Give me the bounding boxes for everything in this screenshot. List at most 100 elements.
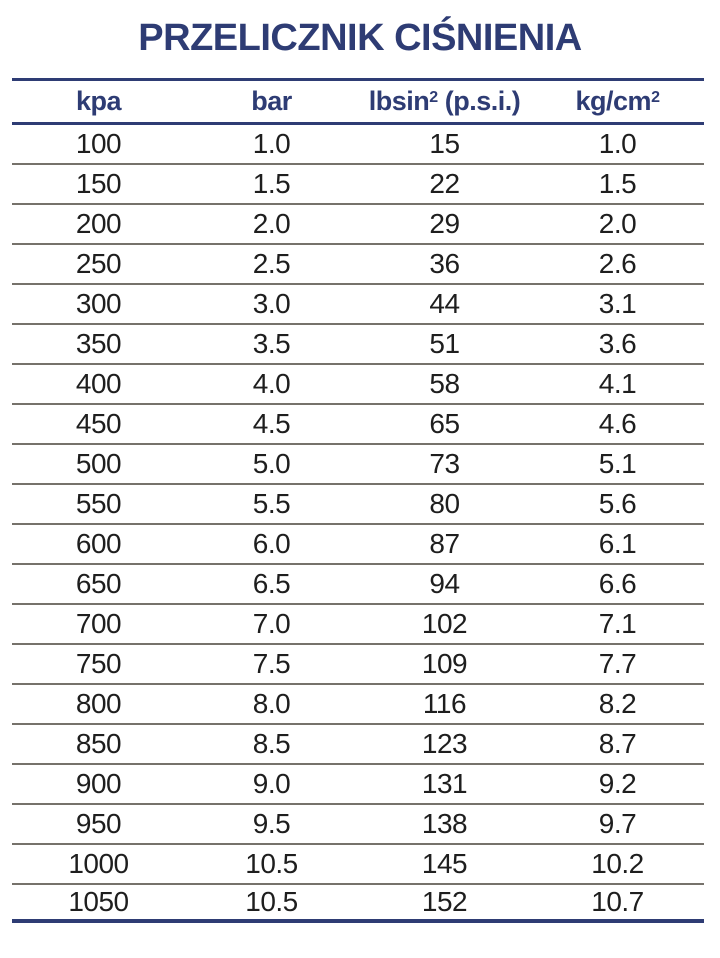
table-cell: 36 — [358, 243, 531, 285]
header-suffix: (p.s.i.) — [437, 86, 521, 116]
header-cell-kpa: kpa — [12, 78, 185, 125]
table-row: 300 3.0 44 3.1 — [12, 283, 704, 325]
table-cell: 15 — [358, 123, 531, 165]
table-row: 1050 10.5 152 10.7 — [12, 883, 704, 923]
table-cell: 2.0 — [185, 203, 358, 245]
table-cell: 5.0 — [185, 443, 358, 485]
table-cell: 10.2 — [531, 843, 704, 885]
header-label: lbsin — [368, 86, 430, 116]
table-row: 900 9.0 131 9.2 — [12, 763, 704, 805]
table-row: 150 1.5 22 1.5 — [12, 163, 704, 205]
table-row: 200 2.0 29 2.0 — [12, 203, 704, 245]
table-cell: 1.0 — [531, 123, 704, 165]
table-row: 250 2.5 36 2.6 — [12, 243, 704, 285]
table-cell: 10.5 — [185, 883, 358, 923]
table-cell: 44 — [358, 283, 531, 325]
table-cell: 800 — [12, 683, 185, 725]
table-cell: 3.0 — [185, 283, 358, 325]
table-cell: 3.5 — [185, 323, 358, 365]
table-header: kpa bar lbsin 2 (p.s.i.) kg/cm2 — [12, 78, 704, 125]
table-cell: 9.0 — [185, 763, 358, 805]
header-label: kpa — [75, 86, 122, 116]
table-cell: 4.5 — [185, 403, 358, 445]
table-cell: 750 — [12, 643, 185, 685]
table-row: 100 1.0 15 1.0 — [12, 123, 704, 165]
header-label: bar — [251, 86, 292, 116]
table-cell: 650 — [12, 563, 185, 605]
table-cell: 58 — [358, 363, 531, 405]
table-cell: 123 — [358, 723, 531, 765]
header-label: kg/cm — [575, 86, 652, 116]
table-cell: 450 — [12, 403, 185, 445]
table-cell: 100 — [12, 123, 185, 165]
table-cell: 7.1 — [531, 603, 704, 645]
table-cell: 1.5 — [185, 163, 358, 205]
table-cell: 7.7 — [531, 643, 704, 685]
table-cell: 550 — [12, 483, 185, 525]
table-cell: 200 — [12, 203, 185, 245]
table-cell: 350 — [12, 323, 185, 365]
table-row: 650 6.5 94 6.6 — [12, 563, 704, 605]
table-cell: 102 — [358, 603, 531, 645]
table-cell: 950 — [12, 803, 185, 845]
header-superscript: 2 — [651, 89, 660, 106]
page-title: PRZELICZNIK CIŚNIENIA — [138, 17, 582, 59]
table-row: 1000 10.5 145 10.2 — [12, 843, 704, 885]
table-cell: 7.0 — [185, 603, 358, 645]
table-body: 100 1.0 15 1.0 150 1.5 22 1.5 200 2.0 29 2.0 250 2.5 3… — [12, 123, 704, 923]
table-cell: 10.7 — [531, 883, 704, 923]
table-cell: 1050 — [12, 883, 185, 923]
table-cell: 4.1 — [531, 363, 704, 405]
table-cell: 116 — [358, 683, 531, 725]
table-cell: 8.0 — [185, 683, 358, 725]
table-cell: 145 — [358, 843, 531, 885]
table-cell: 300 — [12, 283, 185, 325]
table-row: 450 4.5 65 4.6 — [12, 403, 704, 445]
table-cell: 9.2 — [531, 763, 704, 805]
table-cell: 1000 — [12, 843, 185, 885]
table-cell: 700 — [12, 603, 185, 645]
table-cell: 150 — [12, 163, 185, 205]
table-cell: 109 — [358, 643, 531, 685]
table-cell: 3.1 — [531, 283, 704, 325]
table-cell: 2.0 — [531, 203, 704, 245]
table-cell: 8.7 — [531, 723, 704, 765]
table-cell: 1.5 — [531, 163, 704, 205]
table-cell: 65 — [358, 403, 531, 445]
table-row: 350 3.5 51 3.6 — [12, 323, 704, 365]
table-cell: 22 — [358, 163, 531, 205]
table-cell: 10.5 — [185, 843, 358, 885]
header-cell-kgcm2: kg/cm2 — [531, 78, 704, 125]
table-cell: 51 — [358, 323, 531, 365]
table-cell: 6.1 — [531, 523, 704, 565]
table-cell: 250 — [12, 243, 185, 285]
header-cell-bar: bar — [185, 78, 358, 125]
table-cell: 400 — [12, 363, 185, 405]
table-cell: 6.6 — [531, 563, 704, 605]
table-cell: 6.5 — [185, 563, 358, 605]
table-row: 850 8.5 123 8.7 — [12, 723, 704, 765]
table-cell: 6.0 — [185, 523, 358, 565]
table-cell: 73 — [358, 443, 531, 485]
table-cell: 8.5 — [185, 723, 358, 765]
table-cell: 131 — [358, 763, 531, 805]
table-cell: 600 — [12, 523, 185, 565]
table-header-row: kpa bar lbsin 2 (p.s.i.) kg/cm2 — [12, 78, 704, 125]
table-row: 800 8.0 116 8.2 — [12, 683, 704, 725]
table-cell: 850 — [12, 723, 185, 765]
table-cell: 29 — [358, 203, 531, 245]
table-cell: 8.2 — [531, 683, 704, 725]
table-cell: 7.5 — [185, 643, 358, 685]
table-cell: 900 — [12, 763, 185, 805]
table-row: 600 6.0 87 6.1 — [12, 523, 704, 565]
table-cell: 87 — [358, 523, 531, 565]
table-cell: 9.7 — [531, 803, 704, 845]
table-cell: 2.6 — [531, 243, 704, 285]
table-cell: 80 — [358, 483, 531, 525]
table-row: 700 7.0 102 7.1 — [12, 603, 704, 645]
table-row: 500 5.0 73 5.1 — [12, 443, 704, 485]
table-cell: 94 — [358, 563, 531, 605]
table-cell: 9.5 — [185, 803, 358, 845]
table-cell: 500 — [12, 443, 185, 485]
